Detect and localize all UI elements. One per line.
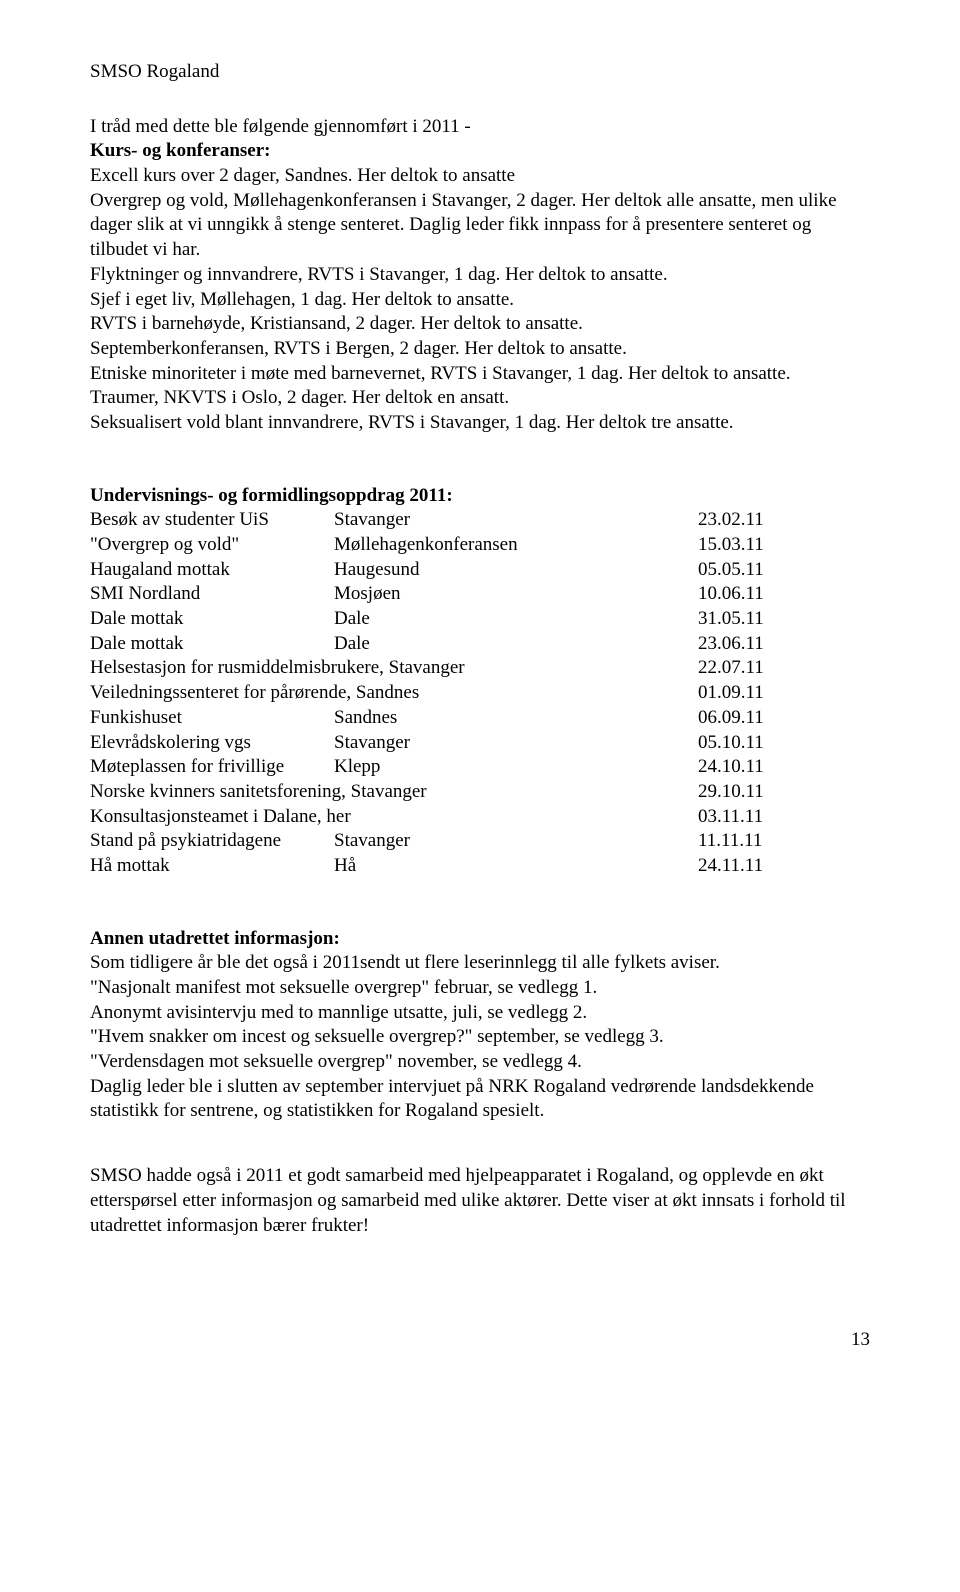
table-row: SMI NordlandMosjøen10.06.11 (90, 582, 870, 607)
table-cell: Elevrådskolering vgs (90, 731, 334, 756)
table-cell: 06.09.11 (698, 706, 870, 731)
kurs-line: Overgrep og vold, Møllehagenkonferansen … (90, 189, 870, 263)
table-cell: Veiledningssenteret for pårørende, Sandn… (90, 681, 698, 706)
table-cell: Klepp (334, 755, 698, 780)
table-cell: Møteplassen for frivillige (90, 755, 334, 780)
table-row: "Overgrep og vold"Møllehagenkonferansen1… (90, 533, 870, 558)
table-cell: Stand på psykiatridagene (90, 829, 334, 854)
table-cell: Stavanger (334, 731, 698, 756)
table-cell: Haugaland mottak (90, 558, 334, 583)
kurs-line: Etniske minoriteter i møte med barnevern… (90, 362, 870, 387)
annen-line: Som tidligere år ble det også i 2011send… (90, 951, 870, 976)
table-cell: 01.09.11 (698, 681, 870, 706)
table-cell: Møllehagenkonferansen (334, 533, 698, 558)
table-row: Konsultasjonsteamet i Dalane, her03.11.1… (90, 805, 870, 830)
table-row: Stand på psykiatridageneStavanger11.11.1… (90, 829, 870, 854)
kurs-line: Excell kurs over 2 dager, Sandnes. Her d… (90, 164, 870, 189)
page-number: 13 (90, 1328, 870, 1353)
table-cell: Sandnes (334, 706, 698, 731)
annen-line: "Hvem snakker om incest og seksuelle ove… (90, 1025, 870, 1050)
table-row: Møteplassen for frivilligeKlepp24.10.11 (90, 755, 870, 780)
table-cell: Hå (334, 854, 698, 879)
table-cell: 29.10.11 (698, 780, 870, 805)
table-cell: Dale (334, 607, 698, 632)
kurs-line: Septemberkonferansen, RVTS i Bergen, 2 d… (90, 337, 870, 362)
table-cell: 31.05.11 (698, 607, 870, 632)
kurs-line: RVTS i barnehøyde, Kristiansand, 2 dager… (90, 312, 870, 337)
table-row: Dale mottakDale23.06.11 (90, 632, 870, 657)
table-cell: 03.11.11 (698, 805, 870, 830)
table-cell: 24.10.11 (698, 755, 870, 780)
table-cell: SMI Nordland (90, 582, 334, 607)
closing-paragraph: SMSO hadde også i 2011 et godt samarbeid… (90, 1164, 870, 1238)
table-row: Dale mottakDale31.05.11 (90, 607, 870, 632)
table-cell: 10.06.11 (698, 582, 870, 607)
annen-line: "Nasjonalt manifest mot seksuelle overgr… (90, 976, 870, 1001)
table-cell: Dale mottak (90, 607, 334, 632)
table-cell: Dale mottak (90, 632, 334, 657)
kurs-line: Flyktninger og innvandrere, RVTS i Stava… (90, 263, 870, 288)
table-cell: 15.03.11 (698, 533, 870, 558)
table-cell: 05.05.11 (698, 558, 870, 583)
table-row: Besøk av studenter UiSStavanger23.02.11 (90, 508, 870, 533)
kurs-body: Excell kurs over 2 dager, Sandnes. Her d… (90, 164, 870, 436)
table-cell: Funkishuset (90, 706, 334, 731)
table-cell: 23.06.11 (698, 632, 870, 657)
table-row: FunkishusetSandnes06.09.11 (90, 706, 870, 731)
table-cell: Haugesund (334, 558, 698, 583)
kurs-line: Seksualisert vold blant innvandrere, RVT… (90, 411, 870, 436)
annen-heading: Annen utadrettet informasjon: (90, 927, 870, 952)
table-cell: Mosjøen (334, 582, 698, 607)
table-cell: 05.10.11 (698, 731, 870, 756)
table-cell: 24.11.11 (698, 854, 870, 879)
table-cell: Stavanger (334, 829, 698, 854)
kurs-line: Sjef i eget liv, Møllehagen, 1 dag. Her … (90, 288, 870, 313)
table-cell: 22.07.11 (698, 656, 870, 681)
table-cell: Hå mottak (90, 854, 334, 879)
table-row: Haugaland mottakHaugesund05.05.11 (90, 558, 870, 583)
table-cell: Norske kvinners sanitetsforening, Stavan… (90, 780, 698, 805)
table-row: Helsestasjon for rusmiddelmisbrukere, St… (90, 656, 870, 681)
annen-body: Som tidligere år ble det også i 2011send… (90, 951, 870, 1124)
table-cell: "Overgrep og vold" (90, 533, 334, 558)
schedule-table: Besøk av studenter UiSStavanger23.02.11"… (90, 508, 870, 878)
table-cell: Helsestasjon for rusmiddelmisbrukere, St… (90, 656, 698, 681)
annen-line: Daglig leder ble i slutten av september … (90, 1075, 870, 1124)
annen-line: "Verdensdagen mot seksuelle overgrep" no… (90, 1050, 870, 1075)
table-cell: Stavanger (334, 508, 698, 533)
table-row: Veiledningssenteret for pårørende, Sandn… (90, 681, 870, 706)
intro-line: I tråd med dette ble følgende gjennomfør… (90, 115, 870, 140)
undervisning-heading: Undervisnings- og formidlingsoppdrag 201… (90, 484, 870, 509)
table-cell: Besøk av studenter UiS (90, 508, 334, 533)
kurs-line: Traumer, NKVTS i Oslo, 2 dager. Her delt… (90, 386, 870, 411)
table-cell: 23.02.11 (698, 508, 870, 533)
annen-line: Anonymt avisintervju med to mannlige uts… (90, 1001, 870, 1026)
table-row: Hå mottakHå24.11.11 (90, 854, 870, 879)
table-row: Norske kvinners sanitetsforening, Stavan… (90, 780, 870, 805)
kurs-heading: Kurs- og konferanser: (90, 139, 870, 164)
doc-header: SMSO Rogaland (90, 60, 870, 85)
table-cell: Dale (334, 632, 698, 657)
table-row: Elevrådskolering vgsStavanger05.10.11 (90, 731, 870, 756)
table-cell: Konsultasjonsteamet i Dalane, her (90, 805, 698, 830)
table-cell: 11.11.11 (698, 829, 870, 854)
